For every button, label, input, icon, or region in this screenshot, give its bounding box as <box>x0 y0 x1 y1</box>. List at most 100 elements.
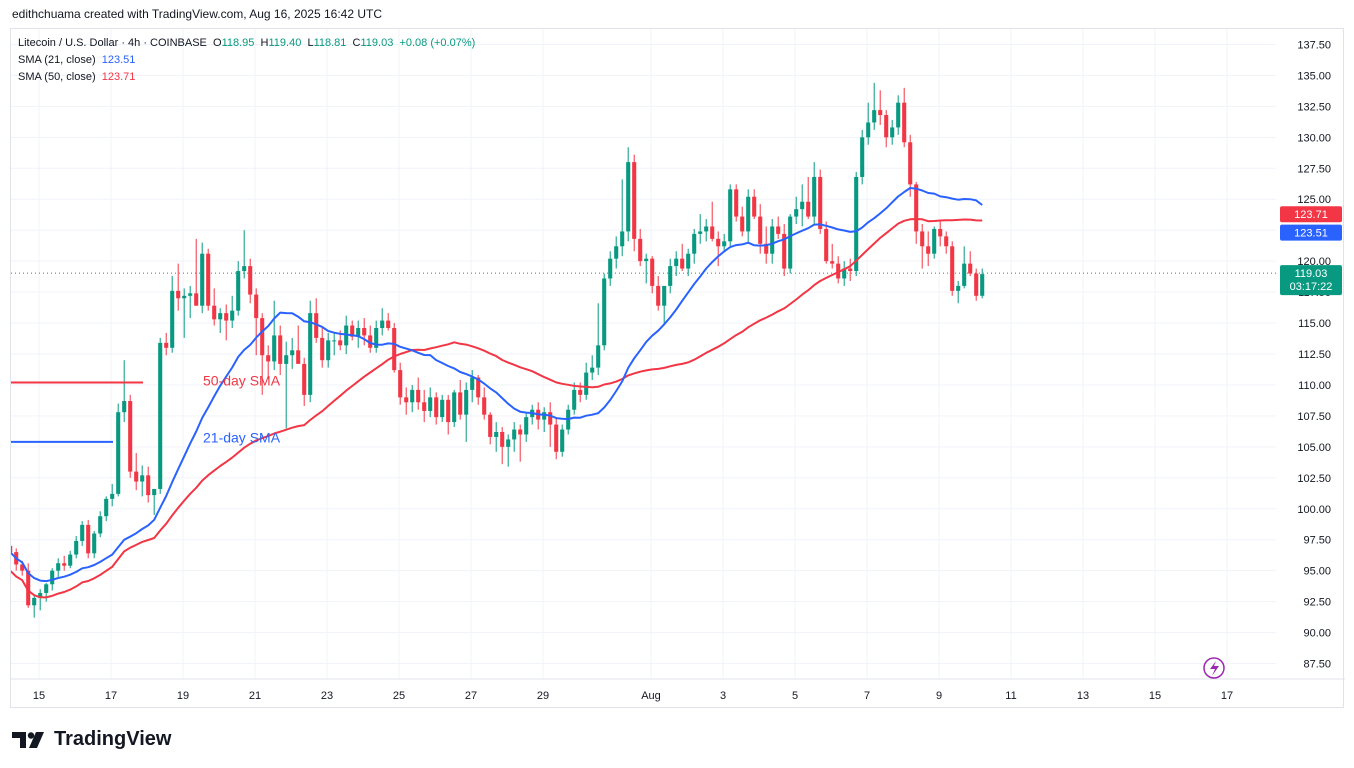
candle <box>872 82 877 130</box>
candle-body <box>596 345 601 368</box>
candle <box>746 189 751 244</box>
candle <box>914 181 919 244</box>
time-axis[interactable]: 15 17 19 21 23 25 27 29 Aug 3 5 7 9 11 13 15 17 <box>33 657 1233 702</box>
candlestick-chart[interactable]: 50-day SMA 21-day SMA 87.50 90.00 92.50 95.0… <box>11 29 1345 709</box>
candle-body <box>434 397 439 418</box>
sma50-price-badge-bg <box>1280 206 1342 223</box>
last-price-badge-text: 03:17:22 <box>1290 281 1333 293</box>
price-tick-label: 95.00 <box>1303 566 1331 578</box>
candle <box>926 231 931 267</box>
candle-body <box>146 475 151 496</box>
time-tick-label: 9 <box>936 690 942 702</box>
candle <box>716 231 721 267</box>
candle-body <box>926 246 931 254</box>
candle <box>794 196 799 224</box>
legend-sma21-row[interactable]: SMA (21, close) 123.51 <box>18 52 475 69</box>
candle <box>26 563 31 608</box>
price-tick-label: 125.00 <box>1297 194 1331 206</box>
candle <box>752 189 757 220</box>
lightning-icon <box>1203 657 1225 679</box>
legend-l-label: L <box>307 37 314 49</box>
candle-body <box>92 533 97 554</box>
candle-body <box>356 328 361 337</box>
candle-body <box>98 516 103 534</box>
chart-frame[interactable]: 50-day SMA 21-day SMA 87.50 90.00 92.50 95.0… <box>10 28 1345 709</box>
candle-body <box>242 266 247 272</box>
candle-body <box>932 228 937 254</box>
price-axis[interactable]: 87.50 90.00 92.50 95.00 97.50 100.00 102.50 105… <box>1297 39 1331 670</box>
candle <box>44 583 49 602</box>
candle-body <box>896 102 901 128</box>
candle <box>800 184 805 227</box>
time-tick-label: Aug <box>641 690 661 702</box>
candle-body <box>854 176 859 272</box>
candle-body <box>506 439 511 447</box>
candle <box>164 332 169 356</box>
candle-body <box>716 238 721 247</box>
time-tick-label: 21 <box>249 690 261 702</box>
tradingview-brand[interactable]: TradingView <box>12 728 171 751</box>
candle-body <box>260 318 265 356</box>
candle-body <box>608 258 613 279</box>
time-tick-label: 29 <box>537 690 549 702</box>
legend-high: 119.40 <box>268 37 302 49</box>
candle <box>554 417 559 460</box>
candle-body <box>446 399 451 423</box>
candle <box>956 280 961 304</box>
candle-body <box>164 342 169 348</box>
candle <box>776 216 781 239</box>
candle <box>500 427 505 465</box>
candle <box>644 253 649 284</box>
sma21-price-badge-text: 123.51 <box>1294 228 1328 240</box>
candle-body <box>428 397 433 411</box>
candle-body <box>110 493 115 499</box>
candle <box>56 558 61 577</box>
candle-body <box>368 335 373 348</box>
candle <box>788 214 793 274</box>
candle <box>488 412 493 445</box>
sma21-price-badge: 123.51 <box>1280 224 1342 241</box>
candle <box>194 238 199 306</box>
candle <box>446 394 451 435</box>
candle <box>260 313 265 395</box>
sma50-line <box>11 218 983 599</box>
candle-body <box>656 285 661 306</box>
candle <box>518 424 523 462</box>
candle <box>734 184 739 222</box>
candle-body <box>200 253 205 306</box>
candle <box>278 325 283 376</box>
sma21-price-badge-bg <box>1280 224 1342 241</box>
candle-body <box>944 236 949 247</box>
legend-sma50-row[interactable]: SMA (50, close) 123.71 <box>18 69 475 86</box>
candle <box>158 337 163 494</box>
candle-body <box>644 258 649 262</box>
candle-body <box>464 389 469 415</box>
candle-body <box>62 563 67 566</box>
candle <box>200 242 205 314</box>
candle-body <box>290 350 295 356</box>
candle-body <box>794 209 799 217</box>
candle <box>824 221 829 264</box>
candle-body <box>746 196 751 232</box>
candle <box>836 256 841 284</box>
candle-body <box>560 429 565 452</box>
candle-body <box>818 176 823 229</box>
candle <box>458 380 463 420</box>
candle <box>416 377 421 410</box>
candle-body <box>806 201 811 217</box>
candle <box>596 303 601 376</box>
legend-symbol: Litecoin / U.S. Dollar · 4h · COINBASE <box>18 37 207 49</box>
candle-body <box>554 424 559 452</box>
candle-body <box>728 189 733 242</box>
candle-body <box>704 226 709 232</box>
candle <box>404 387 409 415</box>
candle-body <box>824 228 829 262</box>
candle-body <box>812 176 817 217</box>
candle <box>668 258 673 294</box>
price-tick-label: 102.50 <box>1297 473 1331 485</box>
candle-body <box>782 233 787 269</box>
time-tick-label: 27 <box>465 690 477 702</box>
candle <box>140 465 145 497</box>
candle <box>326 332 331 368</box>
price-tick-label: 87.50 <box>1303 659 1331 671</box>
